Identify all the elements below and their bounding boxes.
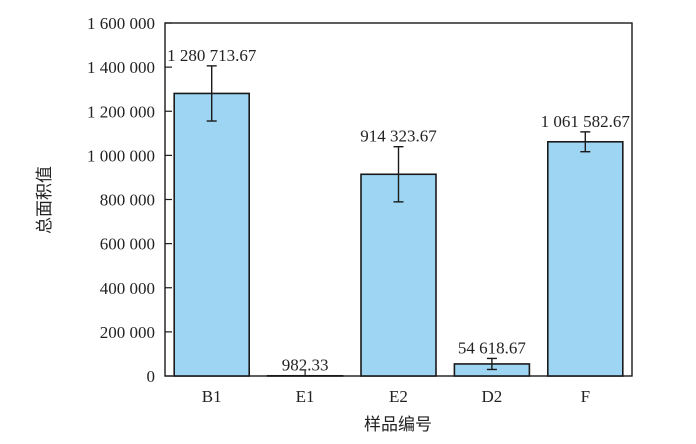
- y-axis-title: 总面积值: [35, 166, 55, 234]
- data-label: 54 618.67: [458, 338, 527, 357]
- y-tick-label: 200 000: [100, 323, 155, 342]
- data-label: 1 061 582.67: [541, 112, 631, 131]
- y-tick-label: 400 000: [100, 279, 155, 298]
- y-axis-ticks: 0 200 000 400 000 600 000 800 000 1 000 000 1 …: [87, 14, 172, 386]
- x-tick-label: B1: [202, 387, 222, 406]
- y-tick-label: 1 400 000: [87, 58, 155, 77]
- bars: [173, 65, 624, 377]
- y-tick-label: 1 600 000: [87, 14, 155, 33]
- x-tick-label: D2: [482, 387, 503, 406]
- bar: [546, 140, 624, 377]
- y-tick-label: 600 000: [100, 235, 155, 254]
- y-tick-label: 800 000: [100, 191, 155, 210]
- x-tick-label: F: [581, 387, 590, 406]
- data-label: 914 323.67: [360, 127, 437, 146]
- y-tick-label: 1 000 000: [87, 146, 155, 165]
- x-axis-title: 样品编号: [364, 415, 432, 435]
- data-label: 1 280 713.67: [167, 46, 257, 65]
- data-labels: 1 280 713.67 982.33 914 323.67 54 618.67 1 0…: [167, 46, 630, 375]
- y-tick-label: 0: [147, 367, 156, 386]
- bar: [173, 92, 250, 377]
- y-tick-label: 1 200 000: [87, 102, 155, 121]
- bar: [360, 173, 437, 377]
- data-label: 982.33: [282, 356, 329, 375]
- x-tick-label: E2: [389, 387, 408, 406]
- x-tick-label: E1: [296, 387, 315, 406]
